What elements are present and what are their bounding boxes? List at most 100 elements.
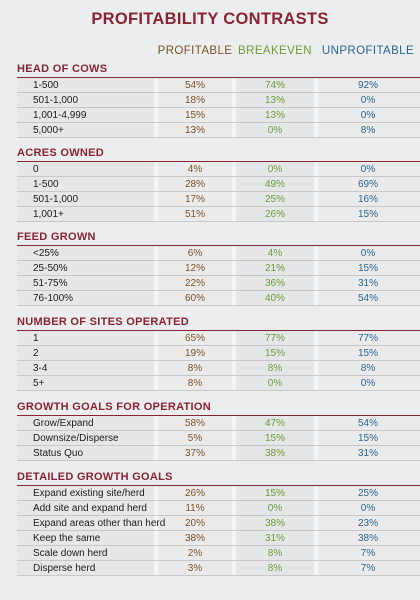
value-unprofitable: 7%: [360, 548, 376, 559]
value-profitable: 18%: [184, 95, 205, 106]
table-row: Expand areas other than herd 20% 38% 23%: [0, 516, 420, 531]
table-row: 5+ 8% 0% 0%: [0, 376, 420, 391]
value-breakeven: 15%: [264, 488, 285, 499]
value-breakeven: 49%: [264, 179, 285, 190]
value-unprofitable: 92%: [357, 80, 378, 91]
table-section: GROWTH GOALS FOR OPERATION Grow/Expand 58%…: [0, 399, 420, 461]
value-unprofitable: 23%: [357, 518, 378, 529]
row-label: 0: [33, 164, 39, 175]
value-breakeven: 26%: [264, 209, 285, 220]
value-profitable: 28%: [184, 179, 205, 190]
value-profitable: 60%: [184, 293, 205, 304]
column-header-breakeven: BREAKEVEN: [238, 45, 312, 57]
table-row: Add site and expand herd 11% 0% 0%: [0, 501, 420, 516]
table-row: 501-1,000 17% 25% 16%: [0, 192, 420, 207]
value-unprofitable: 15%: [357, 433, 378, 444]
section-title: ACRES OWNED: [17, 147, 105, 159]
row-label: 5+: [33, 378, 45, 389]
row-label: 3-4: [33, 363, 48, 374]
row-label: 1,001+: [33, 209, 64, 220]
value-breakeven: 8%: [267, 548, 283, 559]
value-profitable: 58%: [184, 418, 205, 429]
table-row: 5,000+ 13% 0% 8%: [0, 123, 420, 138]
table-row: 25-50% 12% 21% 15%: [0, 261, 420, 276]
value-unprofitable: 0%: [360, 503, 376, 514]
value-breakeven: 77%: [264, 333, 285, 344]
value-breakeven: 47%: [264, 418, 285, 429]
value-breakeven: 0%: [267, 503, 283, 514]
table-section: HEAD OF COWS 1-500 54% 74% 92% 501-1,000 18% 13…: [0, 61, 420, 138]
section-header: ACRES OWNED: [0, 145, 420, 161]
value-breakeven: 21%: [264, 263, 285, 274]
page-title: PROFITABILITY CONTRASTS: [91, 10, 329, 28]
value-breakeven: 0%: [267, 164, 283, 175]
value-profitable: 37%: [184, 448, 205, 459]
row-label: Grow/Expand: [33, 418, 94, 429]
value-unprofitable: 38%: [357, 533, 378, 544]
table-row: 0 4% 0% 0%: [0, 162, 420, 177]
section-title: DETAILED GROWTH GOALS: [17, 471, 173, 483]
row-label: 2: [33, 348, 39, 359]
value-unprofitable: 7%: [360, 563, 376, 574]
row-label: 1,001-4,999: [33, 110, 87, 121]
table-row: 1,001-4,999 15% 13% 0%: [0, 108, 420, 123]
section-title: NUMBER OF SITES OPERATED: [17, 316, 190, 328]
value-breakeven: 15%: [264, 433, 285, 444]
table-row: Disperse herd 3% 8% 7%: [0, 561, 420, 576]
table-row: Keep the same 38% 31% 38%: [0, 531, 420, 546]
table-row: Scale down herd 2% 8% 7%: [0, 546, 420, 561]
table-section: NUMBER OF SITES OPERATED 1 65% 77% 77% 2 19% 15…: [0, 314, 420, 391]
value-breakeven: 13%: [264, 95, 285, 106]
row-label: Expand areas other than herd: [33, 518, 166, 529]
table-row: 1-500 28% 49% 69%: [0, 177, 420, 192]
value-unprofitable: 15%: [357, 263, 378, 274]
section-title: GROWTH GOALS FOR OPERATION: [17, 401, 211, 413]
table-row: 51-75% 22% 36% 31%: [0, 276, 420, 291]
value-unprofitable: 31%: [357, 448, 378, 459]
value-profitable: 8%: [187, 363, 203, 374]
value-unprofitable: 0%: [360, 378, 376, 389]
value-unprofitable: 31%: [357, 278, 378, 289]
value-unprofitable: 0%: [360, 164, 376, 175]
value-profitable: 19%: [184, 348, 205, 359]
value-profitable: 11%: [185, 503, 205, 514]
section-header: DETAILED GROWTH GOALS: [0, 469, 420, 485]
row-label: Keep the same: [33, 533, 101, 544]
value-unprofitable: 16%: [357, 194, 378, 205]
value-profitable: 6%: [187, 248, 203, 259]
section-header: HEAD OF COWS: [0, 61, 420, 77]
row-label: 1: [33, 333, 39, 344]
value-profitable: 3%: [187, 563, 203, 574]
section-header: GROWTH GOALS FOR OPERATION: [0, 399, 420, 415]
value-unprofitable: 69%: [357, 179, 378, 190]
row-label: Status Quo: [33, 448, 84, 459]
row-label: Scale down herd: [33, 548, 108, 559]
value-breakeven: 25%: [264, 194, 285, 205]
section-rule: [17, 415, 420, 416]
value-breakeven: 4%: [267, 248, 283, 259]
value-profitable: 20%: [184, 518, 205, 529]
row-label: 1-500: [33, 80, 59, 91]
value-unprofitable: 8%: [360, 125, 376, 136]
row-label: 501-1,000: [33, 194, 79, 205]
value-breakeven: 8%: [267, 363, 283, 374]
value-unprofitable: 0%: [360, 248, 376, 259]
row-label: Expand existing site/herd: [33, 488, 145, 499]
value-profitable: 26%: [184, 488, 205, 499]
value-breakeven: 38%: [264, 518, 285, 529]
row-label: 1-500: [33, 179, 59, 190]
section-rule: [17, 245, 420, 246]
value-breakeven: 0%: [267, 378, 283, 389]
row-label: 51-75%: [33, 278, 68, 289]
table-row: <25% 6% 4% 0%: [0, 246, 420, 261]
value-unprofitable: 15%: [357, 209, 378, 220]
value-breakeven: 0%: [267, 125, 283, 136]
value-profitable: 15%: [184, 110, 205, 121]
row-label: Add site and expand herd: [33, 503, 147, 514]
table-row: 1,001+ 51% 26% 15%: [0, 207, 420, 222]
row-label: 5,000+: [33, 125, 64, 136]
row-label: Downsize/Disperse: [33, 433, 119, 444]
value-unprofitable: 54%: [357, 293, 378, 304]
value-breakeven: 15%: [264, 348, 285, 359]
row-label: <25%: [33, 248, 59, 259]
